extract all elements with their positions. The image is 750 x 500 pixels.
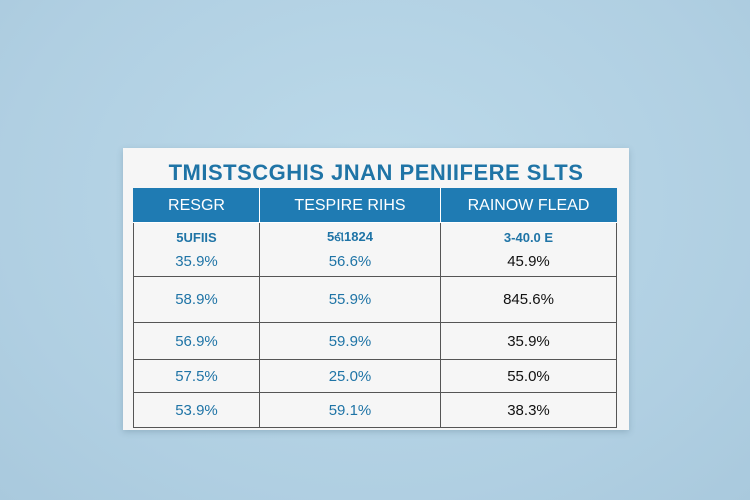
table-cell: 55.0%	[440, 359, 617, 393]
table-cell: 845.6%	[440, 276, 617, 323]
table-row: 53.9% 59.1% 38.3%	[133, 392, 617, 428]
table-cell: 56.9%	[133, 322, 260, 360]
table-row: 58.9% 55.9% 845.6%	[133, 276, 617, 323]
table-cell: 5ଣ1824 56.6%	[259, 222, 441, 277]
table-cell: 58.9%	[133, 276, 260, 323]
cell-value: 45.9%	[507, 252, 550, 270]
table-cell: 3-40.0 E 45.9%	[440, 222, 617, 277]
table-cell: 59.1%	[259, 392, 441, 428]
header-row: RESGR TESPIRE RIHS RAINOW FLEAD	[133, 188, 617, 223]
cell-sublabel: 5UFIIS	[176, 229, 217, 245]
cell-sublabel: 5ଣ1824	[327, 229, 373, 244]
cell-value: 35.9%	[175, 252, 218, 270]
column-header: TESPIRE RIHS	[259, 188, 441, 223]
table-cell: 53.9%	[133, 392, 260, 428]
table-cell: 59.9%	[259, 322, 441, 360]
cell-sublabel: 3-40.0 E	[503, 229, 554, 245]
table-row: 56.9% 59.9% 35.9%	[133, 322, 617, 360]
table-row: 5UFIIS 35.9% 5ଣ1824 56.6% 3-40.0 E	[133, 222, 617, 277]
table-cell: 5UFIIS 35.9%	[133, 222, 260, 277]
table-cell: 57.5%	[133, 359, 260, 393]
table-cell: 38.3%	[440, 392, 617, 428]
table-title: TMISTSCGHIS JNAN PENIIFERE SLTS	[168, 160, 584, 185]
table-cell: 25.0%	[259, 359, 441, 393]
table-cell: 55.9%	[259, 276, 441, 323]
table-cell: 35.9%	[440, 322, 617, 360]
column-header: RAINOW FLEAD	[440, 188, 617, 223]
cell-value: 56.6%	[328, 253, 372, 270]
data-table-card: TMISTSCGHIS JNAN PENIIFERE SLTS RESGR TE…	[123, 148, 629, 430]
data-table: RESGR TESPIRE RIHS RAINOW FLEAD 5UFIIS 3…	[133, 188, 617, 428]
column-header: RESGR	[133, 188, 260, 223]
table-row: 57.5% 25.0% 55.0%	[133, 359, 617, 393]
